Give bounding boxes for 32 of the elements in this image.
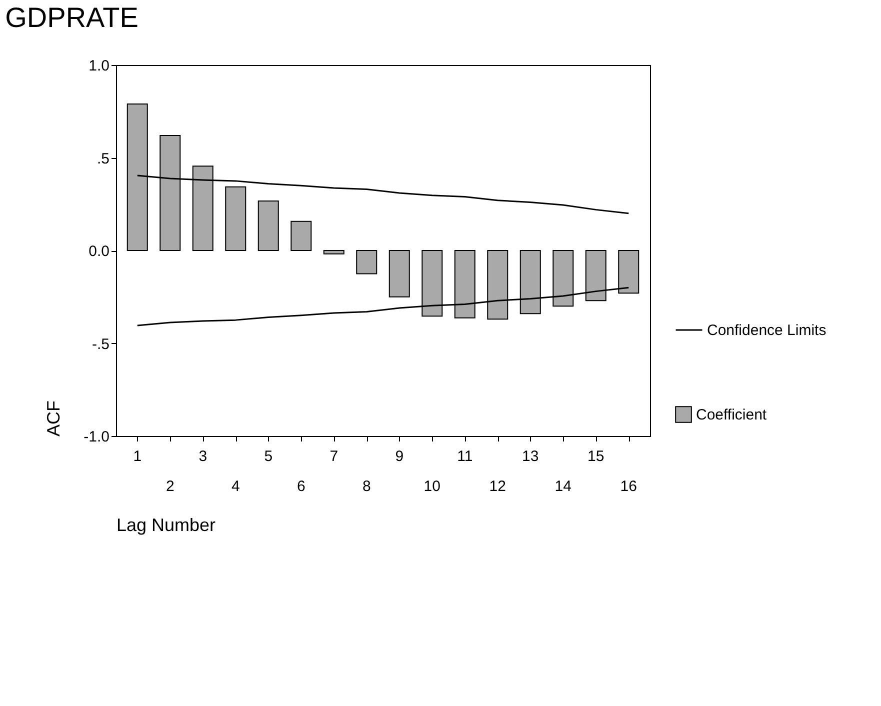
chart-title: GDPRATE bbox=[5, 2, 138, 33]
x-tick-label: 15 bbox=[588, 448, 604, 465]
y-tick-label: 1.0 bbox=[88, 58, 110, 74]
x-tick-label: 2 bbox=[166, 478, 174, 495]
legend-label: Coefficient bbox=[696, 406, 768, 424]
x-tick-label: 14 bbox=[554, 478, 572, 495]
x-tick-label: 11 bbox=[457, 448, 473, 465]
bar bbox=[388, 250, 410, 298]
x-tick-label: 6 bbox=[296, 478, 306, 495]
y-tick-label: -1.0 bbox=[84, 428, 110, 446]
legend-label: Confidence Limits bbox=[707, 322, 826, 339]
x-tick-label: 16 bbox=[620, 478, 637, 495]
x-axis-title: Lag Number bbox=[116, 515, 216, 535]
y-tick-label: 0.0 bbox=[88, 243, 110, 260]
bar bbox=[258, 200, 279, 251]
x-tick-label: 3 bbox=[198, 448, 208, 465]
x-tick-label: 13 bbox=[522, 448, 539, 465]
bar bbox=[323, 250, 344, 254]
x-tick-label: 5 bbox=[264, 448, 273, 465]
bar bbox=[290, 220, 312, 251]
y-tick-label: .5 bbox=[96, 150, 110, 168]
x-tick-label: 1 bbox=[133, 448, 142, 465]
bar bbox=[225, 186, 246, 251]
y-tick-label: -.5 bbox=[92, 336, 110, 353]
x-tick-label: 12 bbox=[489, 478, 506, 495]
y-axis-title: ACF bbox=[44, 400, 64, 436]
x-tick-label: 4 bbox=[231, 478, 240, 495]
x-tick-label: 7 bbox=[330, 448, 338, 465]
x-tick-label: 10 bbox=[424, 478, 440, 495]
x-tick-label: 9 bbox=[395, 448, 404, 465]
bar bbox=[356, 250, 378, 274]
x-tick-label: 8 bbox=[362, 478, 371, 495]
